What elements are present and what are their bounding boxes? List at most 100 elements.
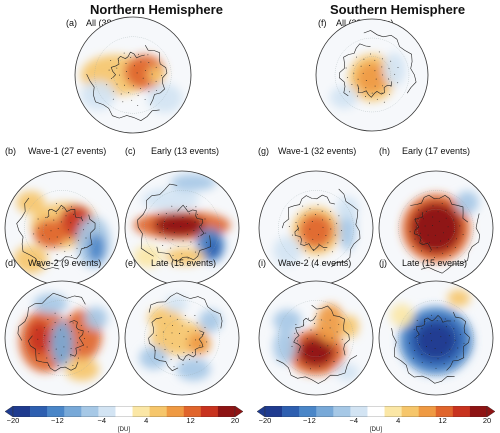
significance-stipple [155, 205, 207, 259]
panel-d-label: (d) [5, 258, 16, 268]
colorbar-segment [384, 406, 402, 417]
anomaly-blob [335, 196, 359, 220]
significance-stipple [408, 314, 465, 369]
anomaly-blob [341, 315, 359, 338]
colorbar-segment [13, 406, 31, 417]
latitude-line [398, 190, 474, 266]
colorbar-segment [149, 406, 167, 417]
latitude-line [163, 209, 201, 247]
colorbar-segment [418, 406, 437, 417]
map-border [124, 280, 240, 396]
colorbar-segment [282, 406, 300, 417]
significance-stipple [106, 52, 162, 106]
anomaly-blob [50, 320, 74, 367]
anomaly-blob [84, 306, 108, 330]
significance-stipple [155, 315, 209, 368]
map-panel-h [378, 170, 494, 286]
anomaly-blob [273, 309, 302, 333]
anomaly-blob [199, 309, 222, 333]
anomaly-blob [27, 320, 51, 356]
latitude-line [278, 300, 354, 376]
colorbar-segment [299, 406, 317, 417]
coastline [148, 292, 223, 372]
colorbar-tick-label: −20 [6, 416, 20, 425]
anomaly-blob [335, 363, 359, 381]
panel-j-title: Late (15 events) [402, 258, 468, 268]
colorbar-segment [183, 406, 202, 417]
coastline [86, 44, 168, 121]
colorbar-tick-label: 4 [396, 416, 401, 425]
coastline [391, 311, 470, 384]
coastline [338, 30, 417, 98]
anomaly-blob [383, 52, 406, 87]
colorbar-tick-label: −4 [349, 416, 359, 425]
anomaly-blob [447, 289, 471, 307]
panel-h-title: Early (17 events) [402, 146, 471, 156]
significance-stipple [287, 313, 343, 370]
latitude-line [24, 300, 100, 376]
colorbar-segment [452, 406, 471, 417]
anomaly-blob [273, 236, 302, 266]
anomaly-blob [297, 337, 335, 368]
colorbar-tick-label: 12 [438, 416, 447, 425]
colorbar-segment [316, 406, 334, 417]
map-panel-g [258, 170, 374, 286]
map-panel-b [4, 170, 120, 286]
significance-stipple [36, 312, 89, 367]
colorbar-tick-label: 20 [482, 416, 492, 425]
anomaly-blob [176, 357, 211, 381]
anomaly-blob [164, 295, 188, 313]
coastline [137, 183, 211, 262]
anomaly-blob [87, 233, 105, 263]
colorbar-max-arrow [486, 405, 496, 418]
latitude-line [43, 209, 81, 247]
latitude-line [297, 209, 335, 247]
colorbar-tick-label: −12 [303, 416, 316, 425]
colorbar-segment [81, 406, 99, 417]
map-panel-e [124, 280, 240, 396]
colorbar-segment [350, 406, 368, 417]
anomaly-blob [356, 62, 388, 94]
anomaly-blob [133, 245, 163, 268]
anomaly-blob [153, 213, 205, 237]
map-panel-j [378, 280, 494, 396]
colorbar-segment [166, 406, 185, 417]
latitude-line [144, 300, 220, 376]
anomaly-blob [64, 357, 100, 381]
panel-b-label: (b) [5, 146, 16, 156]
anomaly-blob [170, 173, 217, 191]
colorbar-north: −20 −12 −4 4 12 20 [DU] [4, 404, 244, 433]
significance-stipple [33, 203, 89, 256]
colorbar-segment [47, 406, 65, 417]
colorbar-segment [401, 406, 419, 417]
colorbar-max-arrow [234, 405, 244, 418]
southern-hemisphere-title: Southern Hemisphere [330, 2, 466, 17]
panel-b-title: Wave-1 (27 events) [28, 146, 107, 156]
colorbar-tick-label: −4 [97, 416, 107, 425]
anomaly-blob [316, 303, 345, 344]
colorbar-tick-label: −20 [258, 416, 272, 425]
significance-stipple [409, 202, 464, 258]
anomaly-blob [80, 80, 116, 110]
map-border [4, 280, 120, 396]
anomaly-blob [147, 83, 183, 113]
colorbar-unit-label: [DU] [370, 427, 382, 433]
latitude-line [417, 319, 455, 357]
panel-e-label: (e) [125, 258, 136, 268]
latitude-line [144, 190, 220, 266]
panel-c-title: Early (13 events) [151, 146, 220, 156]
anomaly-blob [16, 190, 45, 214]
anomaly-blob [142, 188, 200, 211]
anomaly-blob [164, 247, 205, 266]
panel-j-label: (j) [379, 258, 387, 268]
anomaly-blob [33, 219, 68, 248]
panel-e-title: Late (15 events) [151, 258, 217, 268]
colorbar-segment [132, 406, 150, 417]
coastline [410, 194, 481, 274]
coastline [16, 197, 96, 270]
colorbar-segment [435, 406, 454, 417]
colorbar-segment [115, 406, 133, 417]
anomaly-blob [416, 322, 456, 360]
colorbar-south-svg [256, 405, 496, 418]
latitude-line [24, 190, 100, 266]
